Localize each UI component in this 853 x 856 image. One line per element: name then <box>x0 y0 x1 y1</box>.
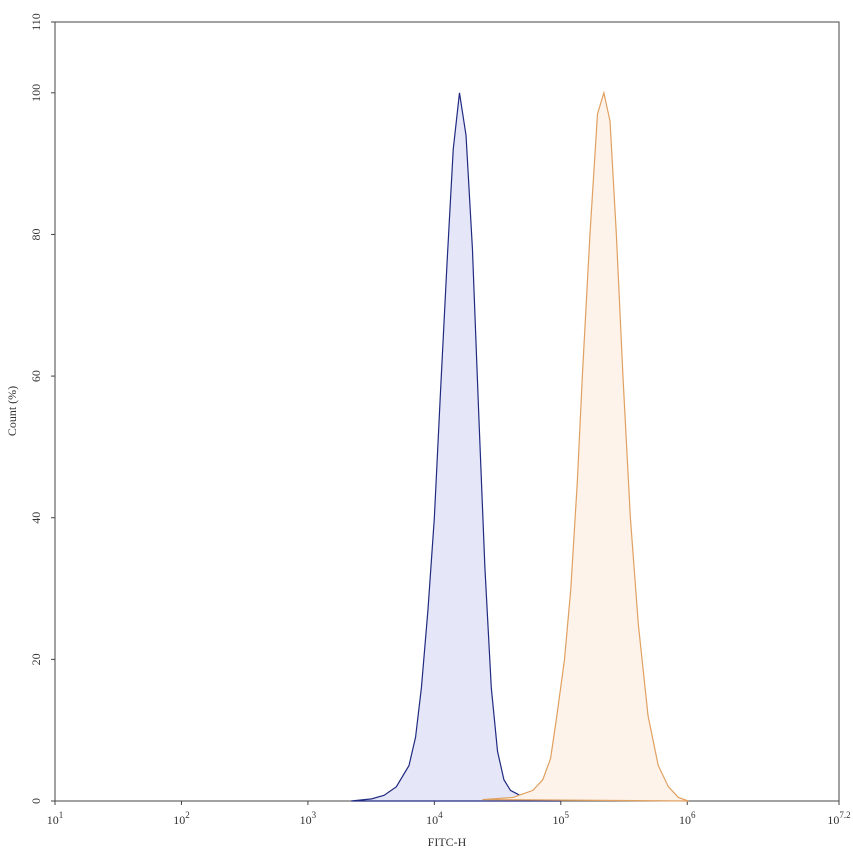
tick-base: 10 <box>827 813 839 827</box>
tick-exponent: 5 <box>565 810 570 820</box>
x-tick-label: 107.2 <box>827 810 850 827</box>
tick-exponent: 3 <box>312 810 317 820</box>
histogram-area <box>351 92 561 802</box>
x-tick-label: 104 <box>426 810 443 827</box>
tick-exponent: 4 <box>438 810 443 820</box>
histogram-area <box>482 90 689 802</box>
y-tick-label: 40 <box>29 512 43 524</box>
tick-base: 10 <box>47 813 59 827</box>
y-tick-label: 80 <box>29 228 43 240</box>
tick-base: 10 <box>553 813 565 827</box>
y-tick-label: 100 <box>29 84 43 102</box>
tick-base: 10 <box>300 813 312 827</box>
tick-base: 10 <box>173 813 185 827</box>
y-tick-label: 0 <box>29 798 43 804</box>
tick-base: 10 <box>679 813 691 827</box>
x-tick-label: 101 <box>47 810 64 827</box>
tick-base: 10 <box>426 813 438 827</box>
tick-exponent: 1 <box>59 810 64 820</box>
x-tick-label: 103 <box>300 810 317 827</box>
x-tick-label: 102 <box>173 810 190 827</box>
x-tick-label: 106 <box>679 810 696 827</box>
y-axis-label: Count (%) <box>5 386 19 436</box>
x-tick-label: 105 <box>553 810 570 827</box>
tick-exponent: 6 <box>691 810 696 820</box>
y-tick-label: 60 <box>29 370 43 382</box>
y-tick-label: 110 <box>29 13 43 31</box>
x-axis-label: FITC-H <box>428 835 467 849</box>
y-tick-label: 20 <box>29 653 43 665</box>
tick-exponent: 2 <box>185 810 190 820</box>
tick-exponent: 7.2 <box>839 810 850 820</box>
